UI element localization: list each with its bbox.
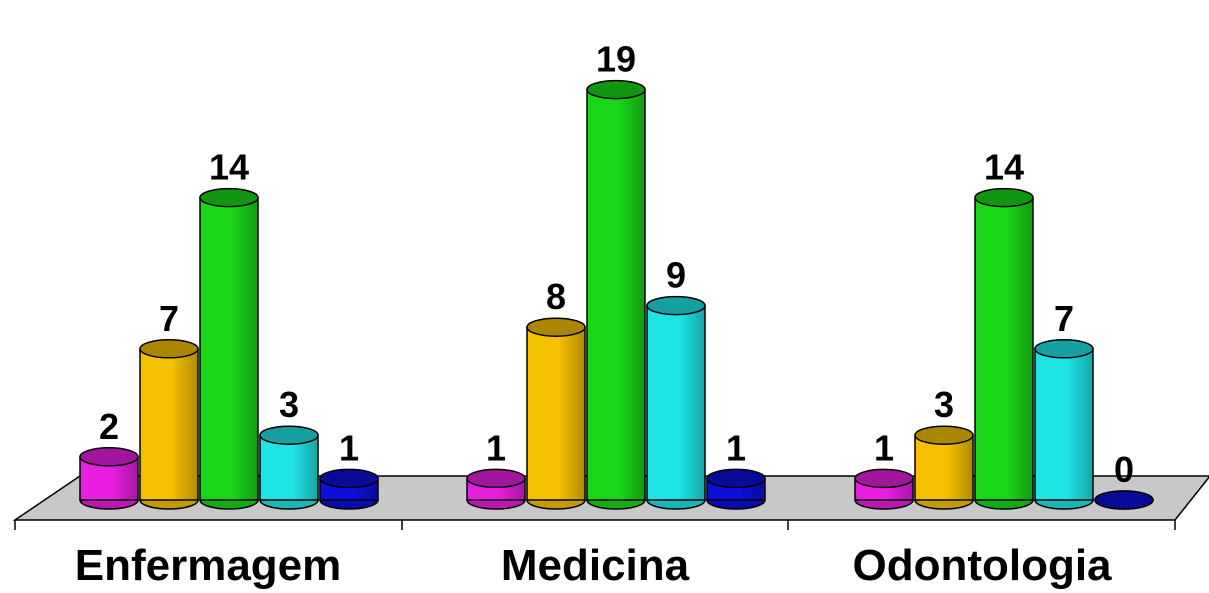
data-label: 7 bbox=[159, 298, 179, 339]
data-label: 3 bbox=[279, 384, 299, 425]
bar bbox=[1034, 339, 1094, 510]
bar bbox=[79, 447, 139, 510]
data-label: 1 bbox=[874, 427, 894, 468]
data-label: 1 bbox=[486, 427, 506, 468]
bar bbox=[974, 187, 1034, 510]
category-label: Enfermagem bbox=[75, 541, 342, 590]
data-label: 0 bbox=[1114, 449, 1134, 490]
data-label: 1 bbox=[339, 427, 359, 468]
bar bbox=[706, 468, 766, 510]
category-label-group: Enfermagem Medicina Odontologia bbox=[75, 541, 1112, 590]
bar bbox=[319, 468, 379, 510]
category-label: Odontologia bbox=[852, 541, 1112, 590]
data-label: 2 bbox=[99, 406, 119, 447]
axis-ticks bbox=[14, 520, 1176, 530]
bar-series-group bbox=[79, 79, 1154, 510]
data-label: 14 bbox=[984, 147, 1024, 188]
bar bbox=[526, 317, 586, 510]
bar bbox=[466, 468, 526, 510]
data-label: 14 bbox=[209, 147, 249, 188]
bar bbox=[199, 187, 259, 510]
data-label: 7 bbox=[1054, 298, 1074, 339]
bar bbox=[1094, 490, 1154, 510]
bar bbox=[139, 339, 199, 510]
bar bbox=[586, 79, 646, 510]
category-label: Medicina bbox=[501, 541, 690, 590]
data-label: 9 bbox=[666, 255, 686, 296]
bar bbox=[854, 468, 914, 510]
bar bbox=[914, 425, 974, 510]
data-label: 1 bbox=[726, 427, 746, 468]
bar bbox=[646, 295, 706, 510]
data-label: 8 bbox=[546, 276, 566, 317]
bar bbox=[259, 425, 319, 510]
data-label: 19 bbox=[596, 39, 636, 80]
data-label: 3 bbox=[934, 384, 954, 425]
